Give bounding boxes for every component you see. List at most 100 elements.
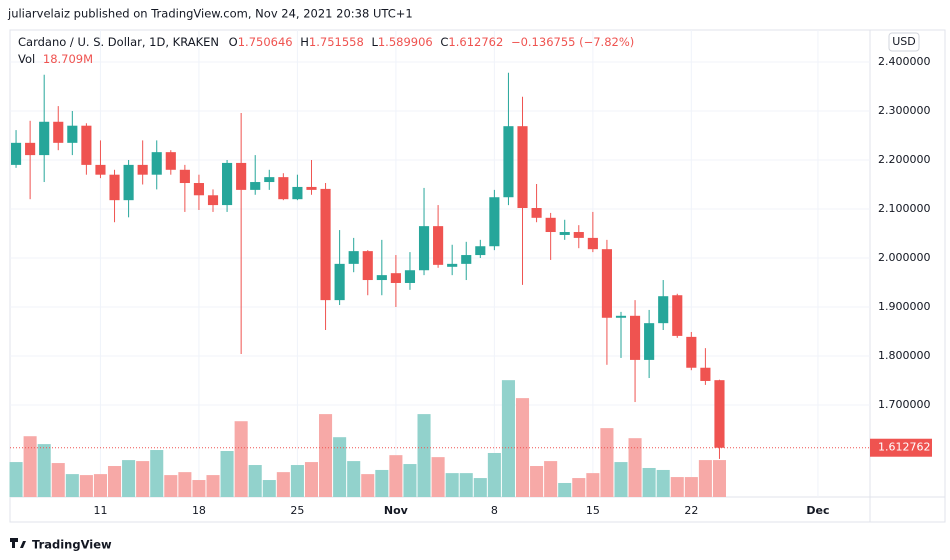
volume-bar [65, 474, 79, 497]
volume-bar [459, 473, 473, 497]
candle-body [517, 126, 528, 209]
candle-body [236, 162, 247, 190]
candle-body [292, 186, 303, 200]
volume-bar [712, 460, 727, 497]
volume-bar [670, 477, 684, 497]
y-tick-label: 1.800000 [878, 349, 931, 362]
volume-bar [136, 461, 150, 497]
volume-bar [515, 398, 530, 497]
volume-bar [389, 455, 403, 497]
volume-bar [347, 461, 361, 497]
candle-body [629, 315, 641, 360]
currency-label[interactable]: USD [892, 35, 916, 48]
candle-body [686, 336, 697, 368]
y-tick-label: 1.700000 [878, 398, 931, 411]
y-tick-label: 2.000000 [878, 251, 931, 264]
volume-bar [572, 478, 586, 497]
volume-bar [431, 457, 445, 497]
volume-bar [558, 482, 572, 497]
publisher: juliarvelaiz published on TradingView.co… [7, 7, 413, 21]
x-tick-label: 22 [684, 504, 698, 517]
volume-bar [107, 466, 122, 497]
candle-body [418, 226, 430, 271]
candle-body [461, 255, 472, 264]
candle-body [25, 142, 36, 156]
volume-bar [600, 428, 614, 497]
candle-body [306, 186, 317, 190]
volume-bar [473, 478, 487, 497]
volume-bar [304, 462, 319, 497]
candle-body [10, 142, 22, 165]
candle-body [278, 177, 289, 200]
logo [10, 538, 26, 548]
last-price-label: 1.612762 [878, 441, 931, 454]
volume-bar [544, 461, 558, 497]
volume-bar [51, 463, 65, 497]
change: −0.136755 (−7.82%) [511, 35, 634, 49]
volume-pane [9, 380, 727, 497]
volume-bar [206, 475, 220, 497]
candles [10, 72, 870, 459]
volume-bar [79, 475, 93, 497]
volume-bar [192, 480, 206, 497]
volume-bar [586, 473, 600, 497]
x-tick-label: 8 [491, 504, 498, 517]
y-tick-label: 2.300000 [878, 104, 931, 117]
header: Cardano / U. S. Dollar, 1D, KRAKEN O1.75… [18, 35, 634, 49]
volume-bar [37, 444, 51, 497]
close-value: 1.612762 [448, 35, 503, 49]
volume-bar [698, 460, 712, 497]
x-tick-label: 11 [93, 504, 107, 517]
volume-bar [220, 451, 234, 497]
volume-bar [178, 472, 192, 497]
volume-header: Vol 18.709M [18, 52, 93, 66]
volume-bar [684, 477, 698, 497]
candle-body [503, 126, 514, 198]
volume-bar [319, 414, 333, 497]
x-tick-label: 18 [192, 504, 206, 517]
volume-bar [333, 437, 347, 497]
candle-body [559, 232, 570, 235]
volume-bar [445, 473, 459, 497]
candle-body [531, 208, 542, 218]
symbol-title: Cardano / U. S. Dollar, 1D, KRAKEN [18, 35, 219, 49]
x-tick-label: 25 [290, 504, 304, 517]
y-tick-label: 2.200000 [878, 153, 931, 166]
last-price-box [870, 438, 932, 457]
candle-body [193, 183, 205, 196]
volume-bar [417, 414, 431, 497]
volume-bar [248, 465, 262, 497]
candle-body [573, 232, 584, 238]
volume-bar [23, 436, 37, 497]
candle-body [376, 275, 387, 281]
candle-body [447, 263, 458, 267]
volume-bar [276, 472, 290, 497]
currency-button[interactable] [888, 32, 920, 52]
candle-body [222, 162, 233, 206]
candle-body [109, 174, 120, 201]
candle-body [165, 152, 176, 170]
volume-bar [93, 474, 107, 497]
footer-brand: TradingView [32, 538, 112, 552]
volume-bar [656, 469, 670, 497]
volume-bar [614, 462, 628, 497]
candle-body [644, 323, 655, 360]
candle-body [334, 263, 345, 301]
volume-bar [628, 438, 642, 497]
y-tick-label: 2.100000 [878, 202, 931, 215]
open-value: 1.750646 [238, 35, 293, 49]
candle-body [320, 188, 331, 301]
volume-bar [234, 421, 248, 497]
candle-body [39, 121, 50, 156]
volume-bar [361, 474, 375, 497]
candle-body [601, 249, 612, 318]
candle-body [475, 246, 486, 256]
candle-body [714, 380, 725, 448]
volume-bar [150, 450, 164, 497]
candle-body [207, 195, 219, 206]
x-tick-label: 15 [586, 504, 600, 517]
low-value: 1.589906 [378, 35, 433, 49]
candle-body [123, 164, 134, 201]
candle-body [179, 169, 190, 184]
